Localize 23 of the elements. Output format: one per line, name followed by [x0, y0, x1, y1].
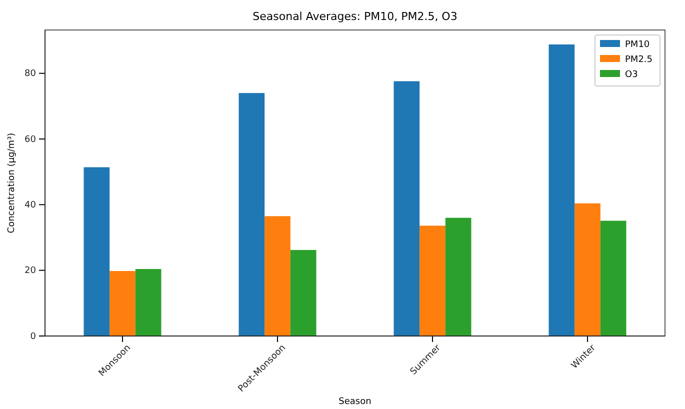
bar — [264, 216, 290, 336]
y-tick-label: 0 — [30, 332, 36, 342]
bar — [290, 250, 316, 336]
bar — [574, 203, 600, 336]
y-tick-label: 40 — [24, 200, 36, 211]
legend-label: PM10 — [625, 40, 650, 50]
y-tick-label: 60 — [24, 134, 36, 145]
legend-label: PM2.5 — [625, 55, 653, 65]
bar — [548, 44, 575, 336]
bar — [600, 220, 626, 336]
y-axis-title: Concentration (µg/m³) — [7, 132, 17, 234]
chart-title: Seasonal Averages: PM10, PM2.5, O3 — [252, 10, 458, 23]
bar — [394, 81, 420, 336]
bar — [135, 269, 162, 336]
bar — [110, 270, 136, 336]
bar — [445, 218, 472, 336]
bar — [238, 93, 265, 336]
x-axis-title: Season — [338, 397, 372, 407]
y-tick-label: 80 — [24, 69, 36, 80]
y-tick-label: 20 — [24, 266, 36, 276]
legend-label: O3 — [625, 70, 638, 80]
bar — [420, 226, 446, 336]
bar — [84, 167, 110, 336]
